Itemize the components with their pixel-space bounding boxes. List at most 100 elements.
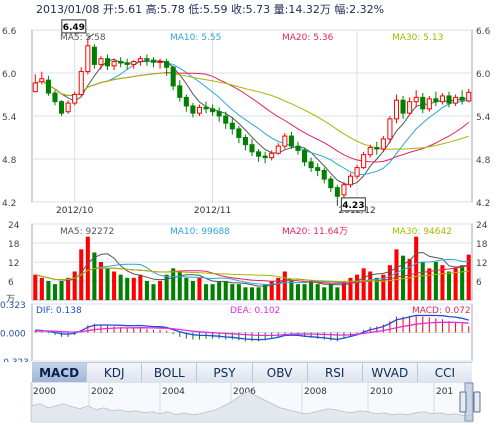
volume-bar — [203, 284, 209, 300]
volume-bar — [328, 284, 333, 300]
candle-body — [39, 78, 45, 83]
candle-body — [144, 58, 150, 61]
timeline-navigator[interactable]: 2000 2002 2004 2006 2008 2010 201 — [0, 382, 503, 425]
macd-y-tick-left: -0.323 — [0, 358, 29, 362]
candle-body — [223, 115, 229, 124]
tab-kdj[interactable]: KDJ — [87, 363, 143, 382]
price-y-tick-left: 4.2 — [2, 199, 16, 209]
candle-body — [328, 178, 334, 189]
navigator-year-label: 2004 — [162, 387, 185, 397]
volume-bar — [315, 284, 320, 300]
volume-bar — [466, 254, 471, 300]
navigator-year-label: 2008 — [304, 387, 327, 397]
volume-legend-ma30: MA30: 94642 — [392, 227, 452, 237]
max-annotation-leader — [87, 33, 95, 39]
macd-dif-line — [35, 314, 469, 341]
candle-body — [295, 145, 301, 151]
navigator-history-fill — [32, 392, 472, 422]
candle-body — [361, 154, 367, 169]
tab-psy[interactable]: PSY — [197, 363, 253, 382]
tab-rsi[interactable]: RSI — [308, 363, 363, 382]
candle-body — [72, 94, 78, 104]
volume-y-tick-left: 18 — [8, 240, 20, 250]
candle-body — [420, 96, 426, 110]
chart-svg: 2013/01/08 开:5.61 高:5.78 低:5.59 收:5.73 量… — [0, 2, 491, 368]
volume-bar — [158, 281, 163, 300]
candle-body — [78, 71, 84, 95]
macd-legend-dea: DEA: 0.102 — [230, 306, 280, 316]
volume-bar — [190, 281, 195, 300]
macd-legend-dif: DIF: 0.138 — [36, 306, 82, 316]
candle-body — [249, 144, 255, 153]
candle-body — [256, 151, 262, 157]
volume-bar — [85, 236, 90, 300]
price-y-tick-right: 6.6 — [476, 27, 491, 37]
volume-bar — [256, 287, 261, 300]
price-legend-ma10: MA10: 5.55 — [170, 33, 221, 43]
tab-cci[interactable]: CCI — [434, 365, 456, 380]
volume-bar — [151, 284, 156, 300]
candle-body — [275, 145, 281, 154]
volume-bar — [446, 271, 452, 300]
volume-bar — [66, 277, 71, 300]
tab-macd[interactable]: MACD — [32, 363, 88, 382]
min-annotation-label: 4.23 — [342, 201, 364, 211]
candle-body — [32, 82, 38, 93]
max-annotation-label: 6.49 — [63, 23, 85, 33]
volume-ma10-line — [35, 258, 469, 286]
candle-body — [52, 92, 58, 103]
volume-bar — [197, 277, 202, 300]
tab-wvad[interactable]: WVAD — [363, 363, 418, 382]
navigator-year-label: 2000 — [33, 387, 56, 397]
volume-bar — [420, 262, 425, 300]
candle-body — [190, 105, 196, 114]
volume-bar — [341, 281, 346, 300]
volume-bar — [348, 277, 353, 300]
candle-body — [426, 98, 432, 110]
volume-bar — [394, 249, 399, 300]
max-annotation-box — [61, 19, 87, 34]
candle-body — [347, 175, 354, 186]
candle-body — [236, 128, 242, 138]
volume-bar — [171, 268, 176, 300]
volume-bar — [105, 268, 110, 300]
volume-bar — [414, 236, 419, 300]
candle-body — [354, 167, 360, 177]
volume-bar — [217, 281, 222, 300]
candle-body — [196, 106, 202, 114]
tab-boll[interactable]: BOLL — [142, 363, 198, 382]
price-x-tick: 2012/11 — [194, 206, 231, 216]
volume-bar — [46, 281, 51, 300]
candle-body — [203, 106, 209, 110]
navigator-right-handle[interactable] — [473, 391, 481, 413]
candle-body — [393, 99, 400, 120]
price-legend-ma20: MA20: 5.36 — [282, 33, 334, 43]
candle-body — [446, 95, 452, 104]
price-panel: 6.6 6.6 6.0 6.0 5.4 5.4 4.8 4.8 4.2 4.2 2012/10 201… — [2, 19, 491, 216]
candle-body — [269, 152, 275, 159]
volume-y-tick-right: 6 — [476, 278, 482, 288]
candle-body — [65, 102, 71, 113]
volume-bar — [164, 274, 169, 300]
candle-body — [466, 91, 472, 102]
candle-body — [341, 184, 347, 196]
volume-unit-label: 万 — [6, 295, 15, 305]
volume-legend-ma5: MA5: 92272 — [60, 227, 114, 237]
volume-bar — [282, 271, 287, 300]
volume-bar — [295, 284, 301, 300]
navigator-left-handle[interactable] — [459, 391, 467, 413]
volume-bar — [276, 277, 281, 300]
candle-body — [85, 45, 91, 73]
candle-body — [407, 101, 413, 114]
macd-legend-macd: MACD: 0.072 — [412, 306, 471, 316]
candle-body — [242, 137, 248, 146]
candle-body — [45, 79, 51, 94]
candle-body — [118, 61, 124, 64]
candle-body — [98, 58, 104, 65]
volume-bar — [223, 281, 228, 300]
indicator-tab-bar: MACD KDJ BOLL PSY OBV RSI WVAD CCI — [32, 362, 472, 383]
volume-y-tick-left: 12 — [8, 259, 19, 269]
candle-body — [111, 61, 117, 67]
tab-obv[interactable]: OBV — [253, 363, 308, 382]
